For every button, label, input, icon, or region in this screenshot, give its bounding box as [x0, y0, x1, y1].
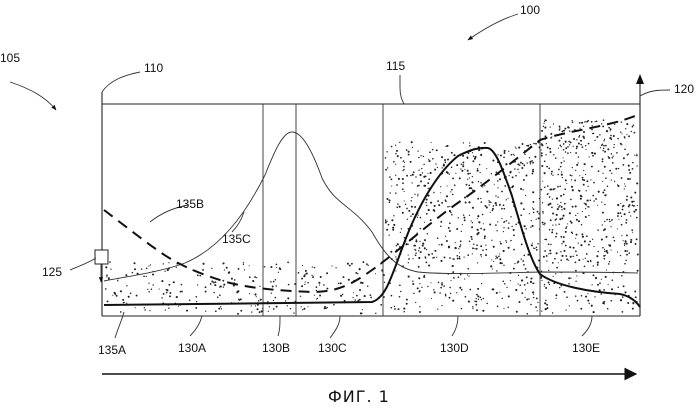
- label-135a: 135A: [98, 343, 126, 357]
- label-105: 105: [0, 51, 20, 65]
- label-120: 120: [674, 82, 694, 96]
- leader-120: [640, 90, 670, 96]
- label-100: 100: [520, 3, 540, 17]
- curve-135a-solid: [104, 148, 640, 307]
- label-135c: 135C: [222, 232, 251, 246]
- leader-130a: [190, 316, 202, 336]
- label-130d: 130D: [440, 341, 469, 355]
- label-130b: 130B: [262, 341, 290, 355]
- figure-caption: ФИГ. 1: [328, 387, 390, 406]
- leader-125: [70, 258, 96, 270]
- leader-130b: [278, 316, 280, 336]
- leader-130d: [452, 316, 458, 336]
- stipple-texture: [104, 119, 639, 314]
- label-130e: 130E: [572, 341, 600, 355]
- arrow-105: [10, 82, 56, 110]
- label-110: 110: [144, 61, 163, 75]
- leader-115: [400, 75, 404, 104]
- arrow-100: [468, 14, 518, 40]
- leader-110: [102, 72, 140, 92]
- label-130a: 130A: [178, 341, 206, 355]
- label-115: 115: [386, 59, 405, 73]
- sensor-box: [95, 250, 108, 264]
- label-135b: 135B: [176, 197, 204, 211]
- label-125: 125: [42, 265, 62, 279]
- leader-135c: [232, 212, 244, 232]
- leader-130e: [582, 316, 592, 336]
- leader-130c: [330, 316, 340, 338]
- chamber-frame: [102, 74, 644, 316]
- label-130c: 130C: [318, 341, 347, 355]
